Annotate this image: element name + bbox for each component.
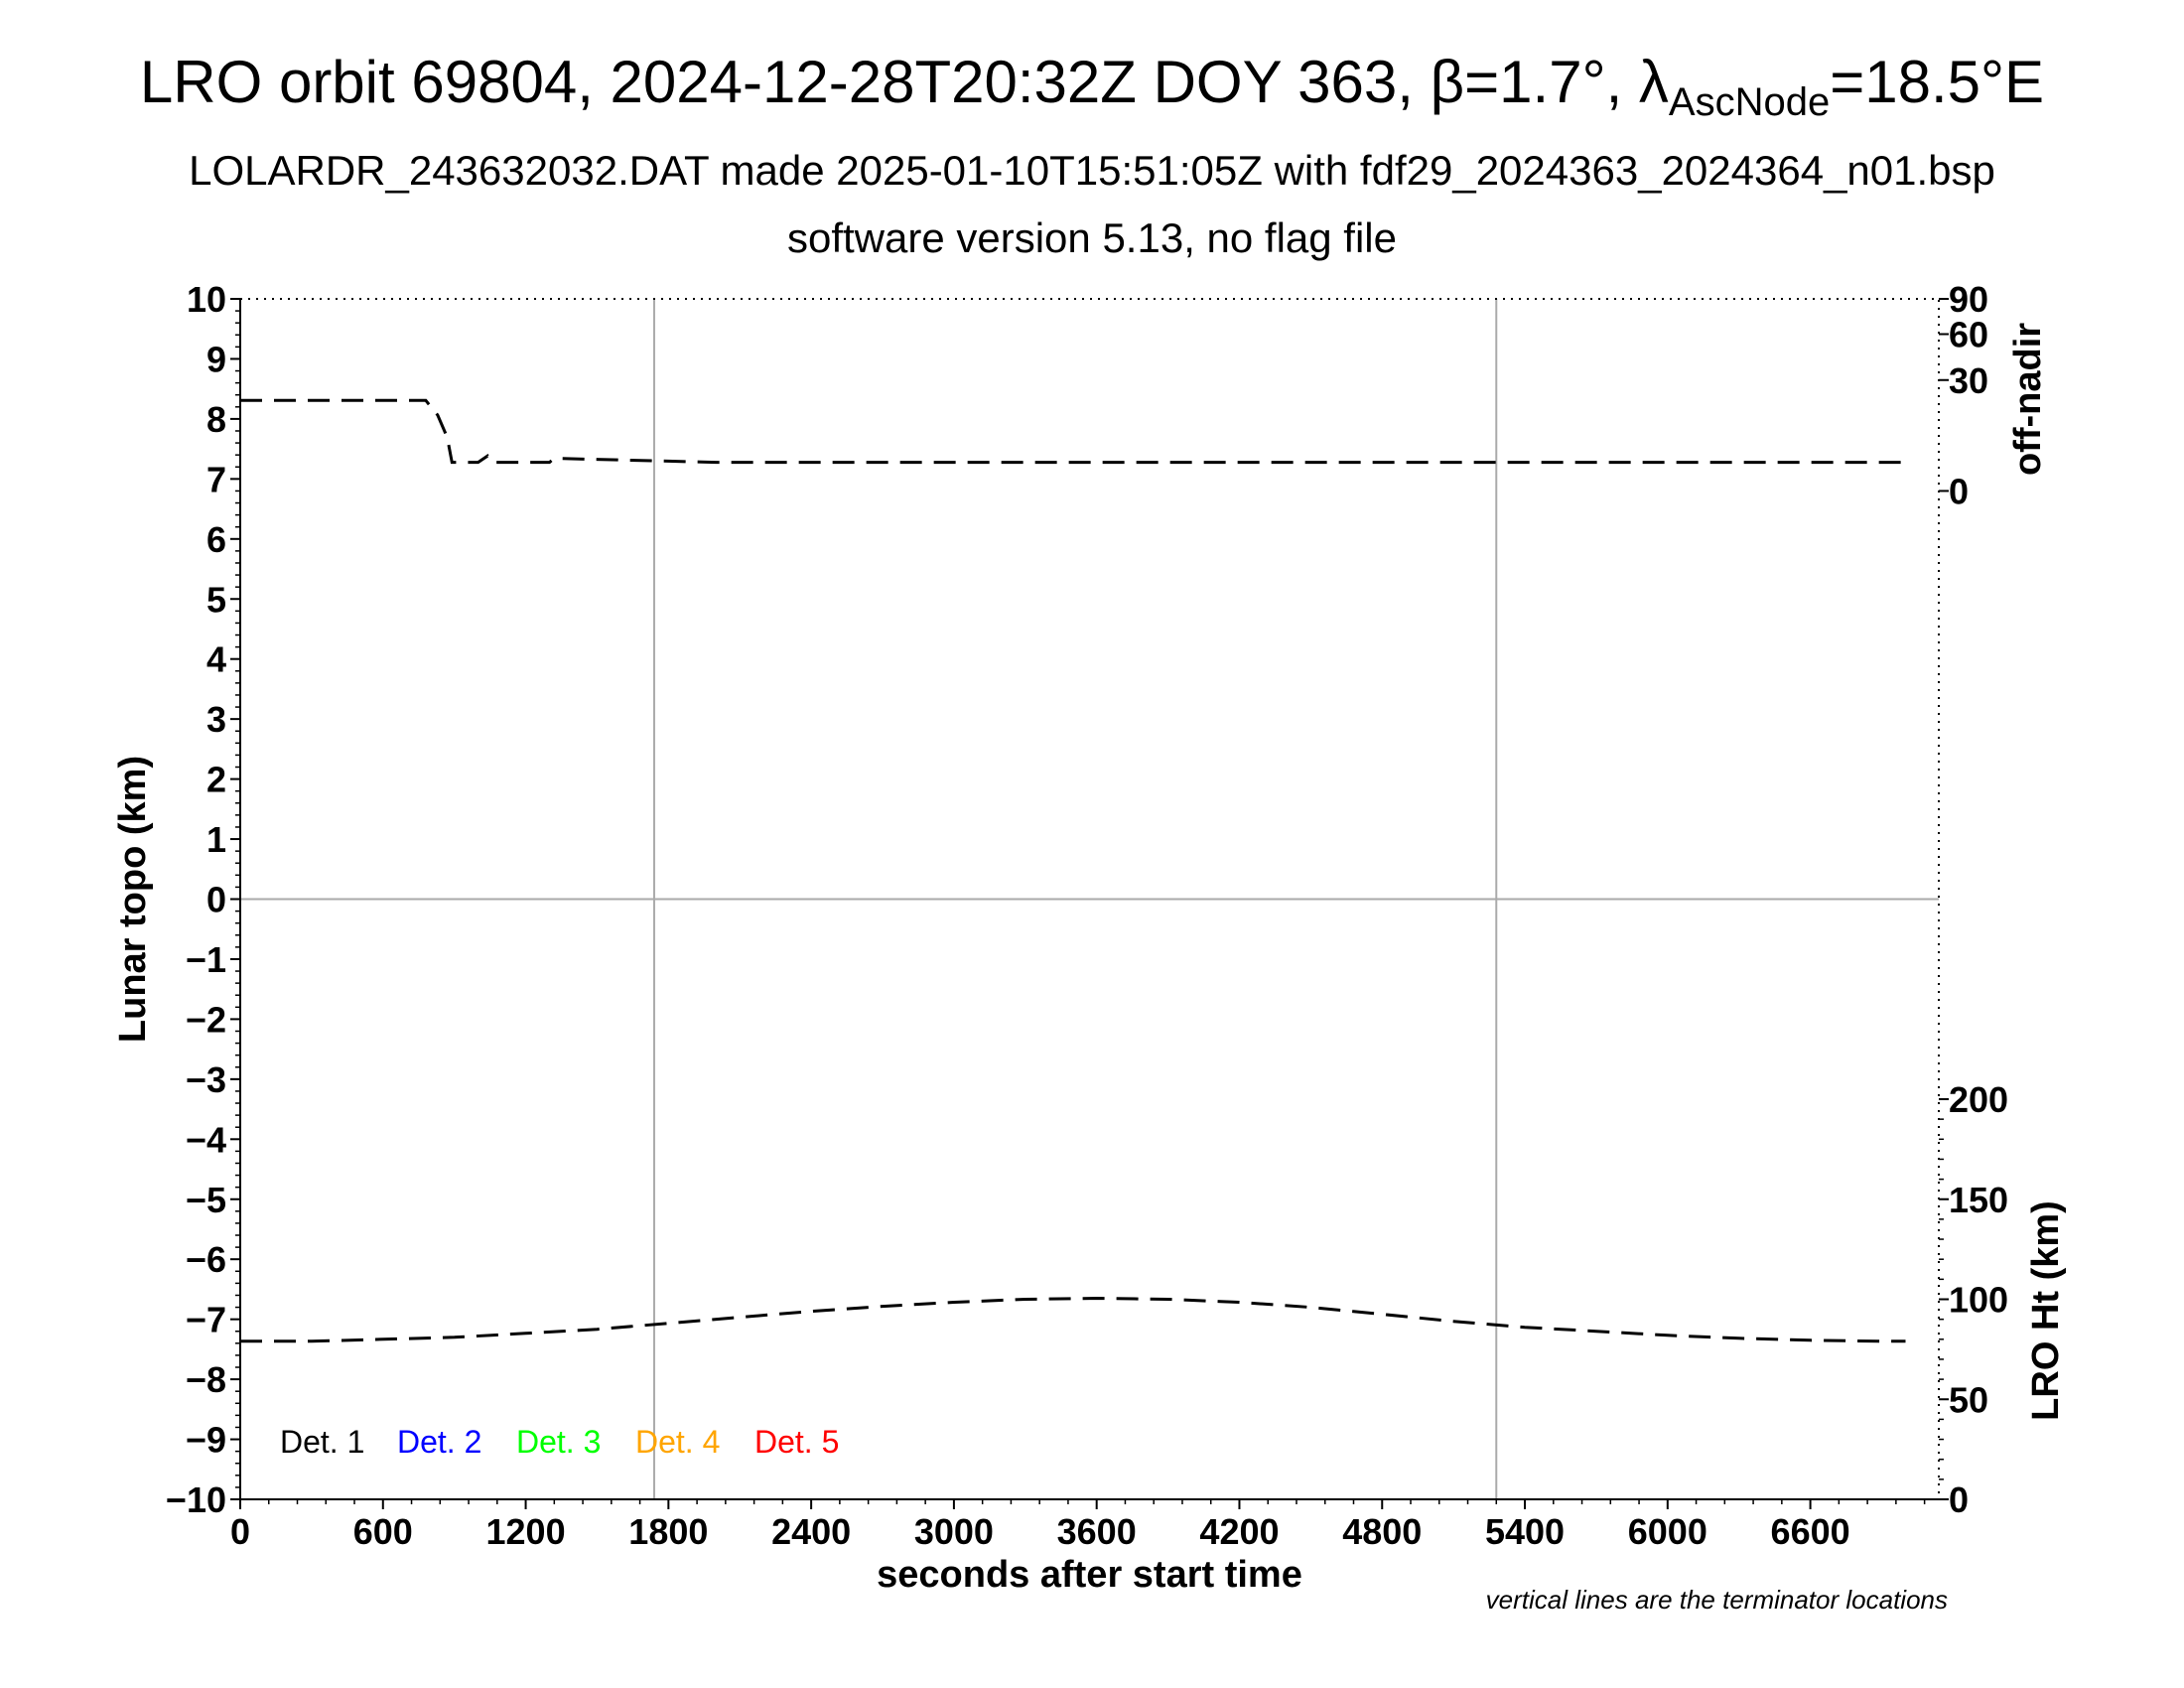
chart-subtitle-software: software version 5.13, no flag file — [786, 214, 1397, 261]
x-tick-label: 5400 — [1485, 1511, 1565, 1552]
y-tick-label: 4 — [206, 639, 226, 680]
legend-item-det-2: Det. 2 — [397, 1424, 481, 1460]
y-tick-label: 6 — [206, 519, 226, 560]
y-tick-label: 7 — [206, 459, 226, 499]
legend-item-det-5: Det. 5 — [754, 1424, 839, 1460]
y-tick-label: −10 — [166, 1479, 226, 1520]
label-layer: seconds after start time Lunar topo (km) o… — [112, 323, 2067, 1615]
y-tick-label: 9 — [206, 339, 226, 379]
y-tick-label: −6 — [186, 1239, 226, 1280]
height-tick-label: 150 — [1949, 1180, 2008, 1220]
series-layer — [240, 398, 1906, 1343]
y-tick-label: −7 — [186, 1300, 226, 1340]
x-tick-label: 0 — [230, 1511, 250, 1552]
legend-item-det-3: Det. 3 — [516, 1424, 601, 1460]
y-tick-label: 5 — [206, 579, 226, 620]
height-tick-label: 200 — [1949, 1079, 2008, 1120]
x-tick-label: 6600 — [1771, 1511, 1850, 1552]
y-tick-label: 3 — [206, 699, 226, 740]
x-tick-label: 1800 — [628, 1511, 708, 1552]
off-nadir-tick-label: 0 — [1949, 471, 1969, 511]
y-tick-label: 8 — [206, 399, 226, 440]
x-tick-label: 4200 — [1199, 1511, 1279, 1552]
legend-item-det-4: Det. 4 — [635, 1424, 720, 1460]
x-tick-label: 3600 — [1057, 1511, 1137, 1552]
lro-height-line — [240, 1296, 1906, 1343]
x-axis-label: seconds after start time — [877, 1554, 1302, 1596]
x-tick-label: 2400 — [771, 1511, 851, 1552]
y-tick-label: 0 — [206, 880, 226, 920]
y-tick-label: −2 — [186, 999, 226, 1040]
x-tick-label: 6000 — [1628, 1511, 1707, 1552]
off-nadir-tick-label: 90 — [1949, 279, 1988, 320]
y-tick-label: −4 — [186, 1119, 226, 1160]
height-tick-label: 0 — [1949, 1479, 1969, 1520]
y-tick-label: 1 — [206, 819, 226, 860]
chart-title: LRO orbit 69804, 2024-12-28T20:32Z DOY 3… — [139, 49, 2045, 124]
y-axis-label-lro-height: LRO Ht (km) — [2025, 1200, 2067, 1421]
y-tick-label: −8 — [186, 1359, 226, 1400]
legend-item-det-1: Det. 1 — [280, 1424, 364, 1460]
off-nadir-tick-label: 60 — [1949, 314, 1988, 354]
off-nadir-tick-label: 30 — [1949, 360, 1988, 401]
grid-layer — [240, 299, 1939, 1499]
y-tick-label: −1 — [186, 939, 226, 980]
y-axis-label-left: Lunar topo (km) — [112, 756, 154, 1043]
off-nadir-line — [240, 398, 1906, 465]
chart-subtitle: LOLARDR_243632032.DAT made 2025-01-10T15… — [189, 147, 1995, 194]
y-tick-label: −3 — [186, 1059, 226, 1100]
y-tick-label: −5 — [186, 1180, 226, 1220]
legend: Det. 1 Det. 2 Det. 3 Det. 4 Det. 5 — [280, 1424, 839, 1460]
x-tick-label: 3000 — [914, 1511, 994, 1552]
y-axis-label-off-nadir: off-nadir — [2007, 323, 2049, 476]
height-tick-label: 50 — [1949, 1379, 1988, 1420]
y-tick-label: −9 — [186, 1420, 226, 1461]
terminator-note: vertical lines are the terminator locati… — [1486, 1585, 1948, 1615]
height-tick-label: 100 — [1949, 1280, 2008, 1321]
x-tick-label: 600 — [353, 1511, 413, 1552]
x-tick-label: 1200 — [486, 1511, 566, 1552]
y-tick-label: 2 — [206, 760, 226, 800]
y-tick-label: 10 — [187, 279, 226, 320]
x-tick-label: 4800 — [1342, 1511, 1422, 1552]
